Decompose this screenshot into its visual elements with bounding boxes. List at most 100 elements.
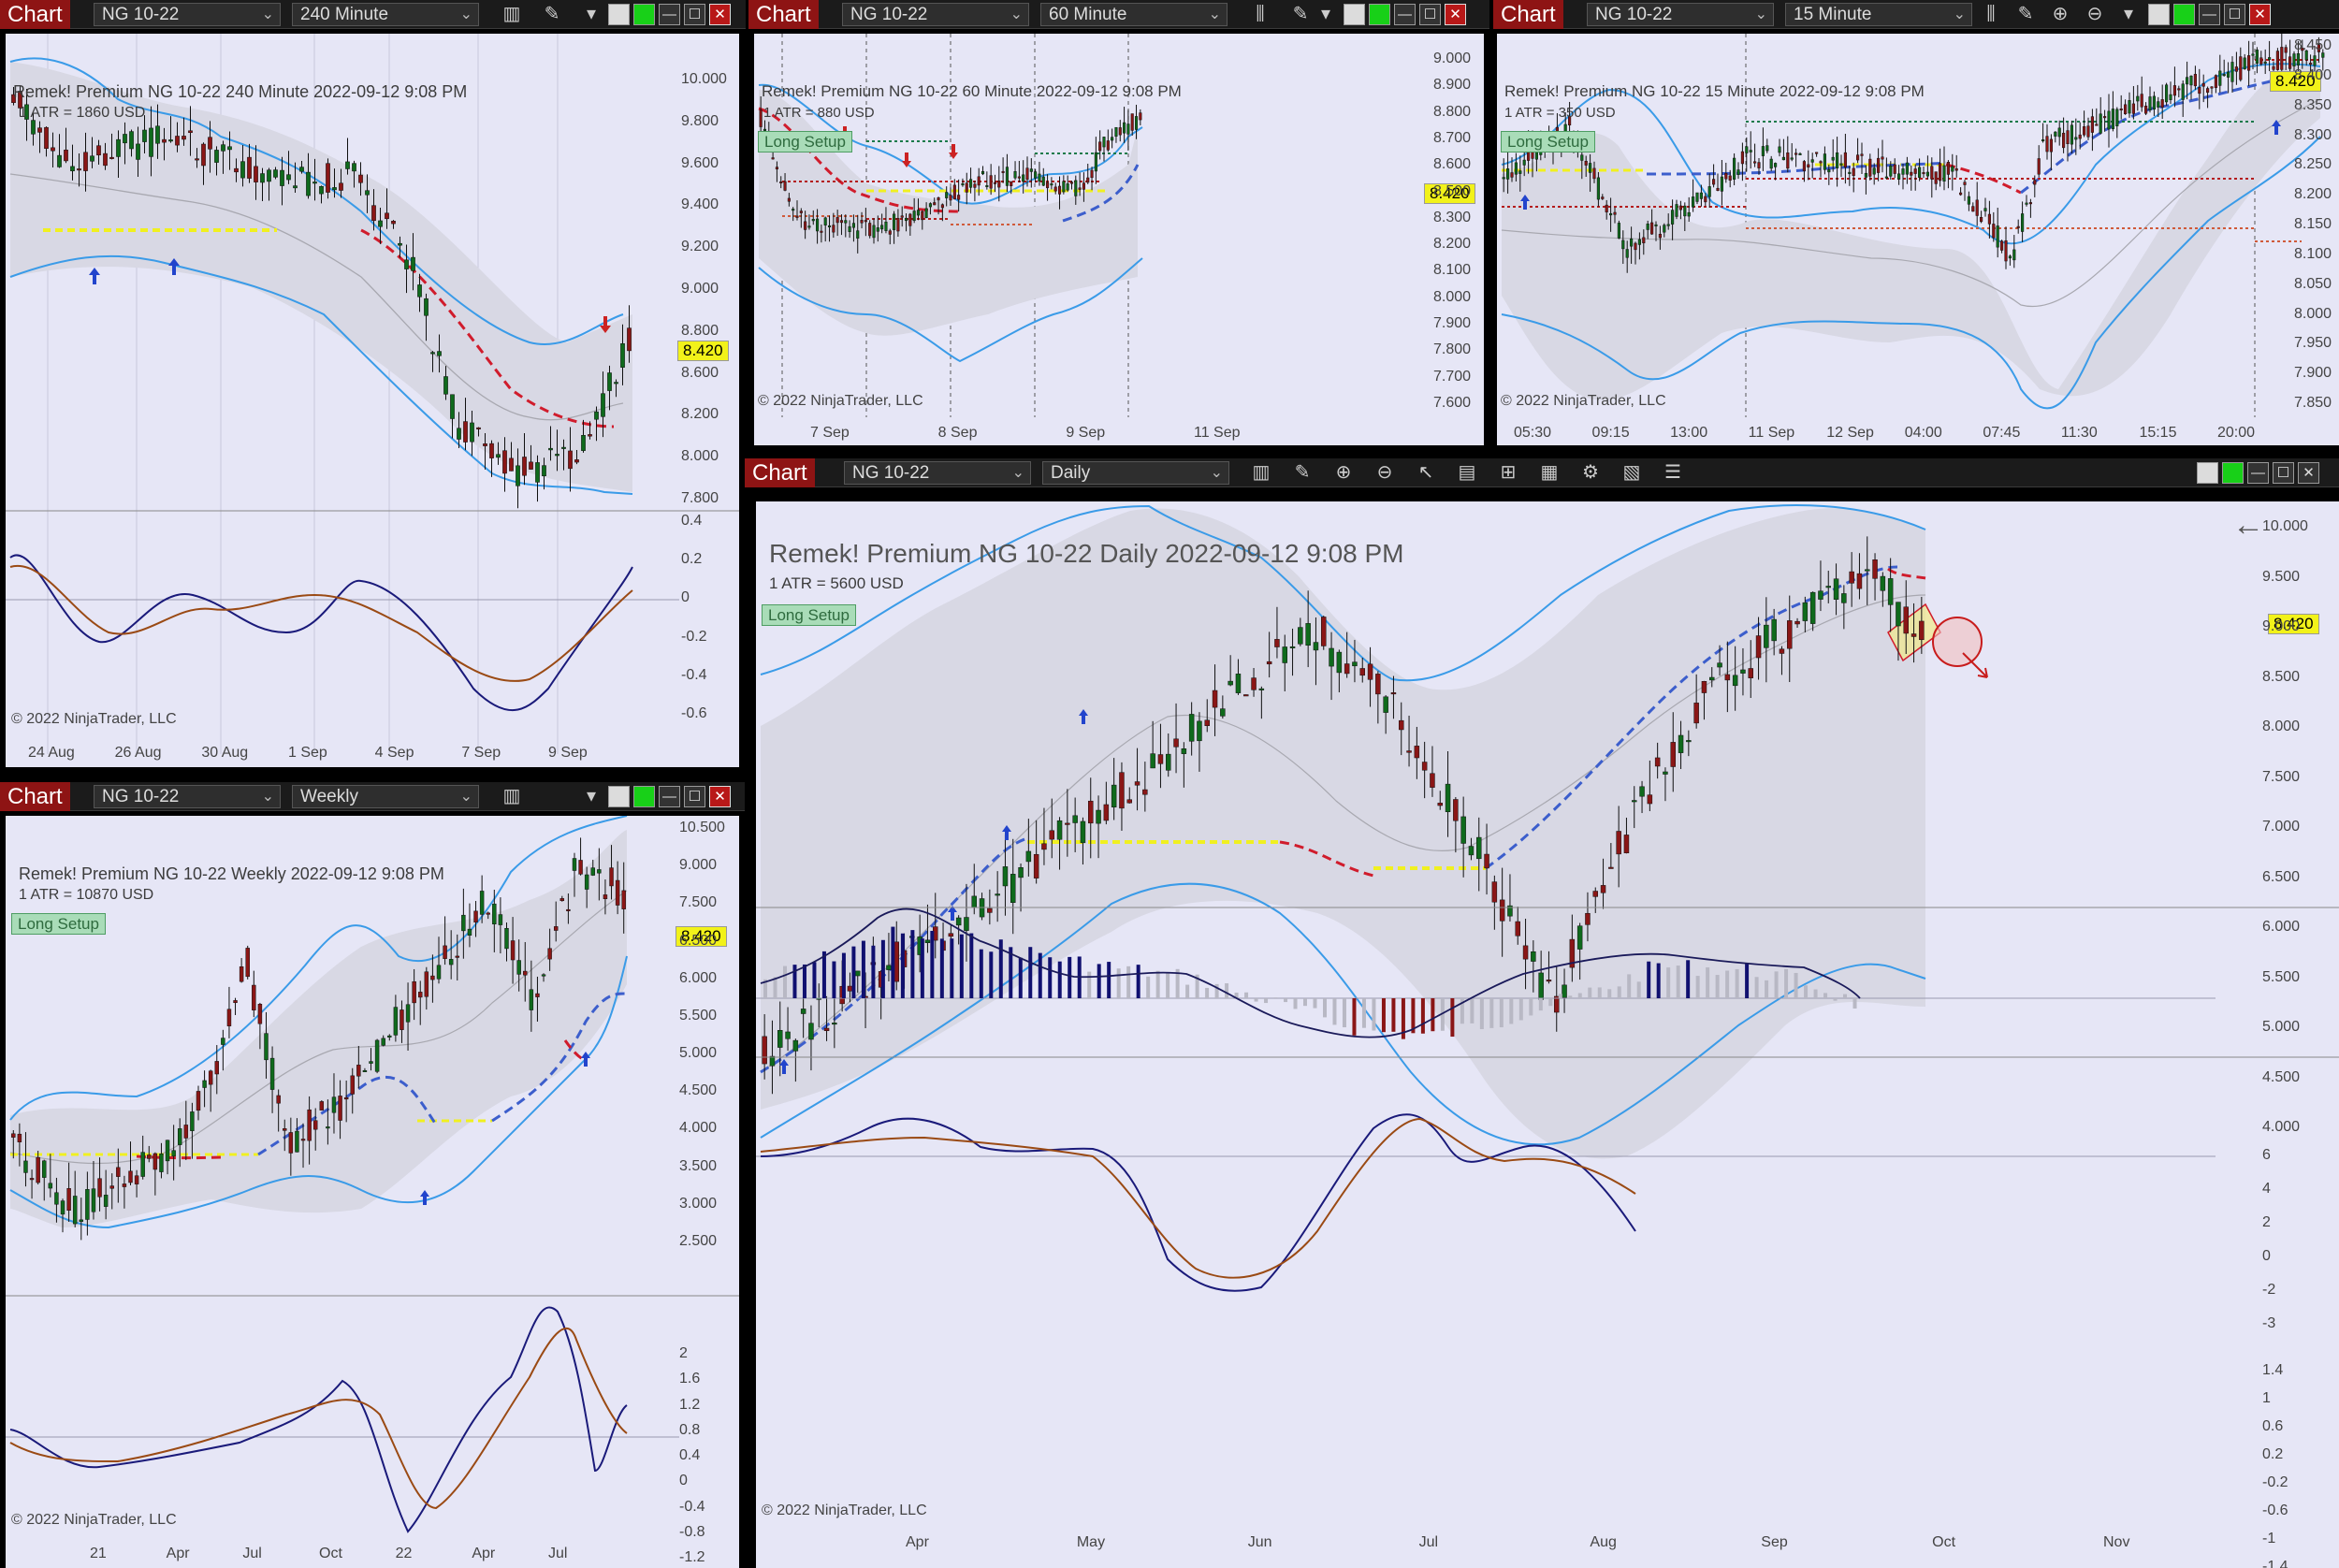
period-select[interactable]: Daily ⌄ — [1042, 461, 1229, 485]
candle — [2247, 55, 2251, 71]
link-color-button[interactable] — [1369, 4, 1390, 25]
candle — [319, 185, 324, 195]
zoom-out-icon[interactable]: ⊖ — [1376, 462, 1393, 483]
draw-tools-icon[interactable]: ✎ — [544, 4, 560, 24]
instrument-select[interactable]: NG 10-22 ⌄ — [1587, 3, 1774, 26]
candle — [463, 421, 468, 443]
maximize-button[interactable]: ☐ — [684, 786, 705, 807]
instrument-select[interactable]: NG 10-22 ⌄ — [94, 3, 281, 26]
candle — [1106, 140, 1110, 151]
chevron-down-icon[interactable]: ▾ — [2123, 4, 2134, 24]
chart-tab[interactable]: Chart — [1493, 0, 1563, 29]
close-button[interactable]: ✕ — [709, 4, 731, 25]
minimize-button[interactable]: — — [659, 786, 680, 807]
candle — [529, 989, 534, 1010]
close-button[interactable]: ✕ — [709, 786, 731, 807]
y-tick-label: 2 — [679, 1345, 688, 1361]
window-color-button[interactable] — [608, 786, 630, 807]
candle — [1975, 199, 1979, 216]
window-color-button[interactable] — [1344, 4, 1365, 25]
period-select[interactable]: 60 Minute ⌄ — [1040, 3, 1228, 26]
maximize-button[interactable]: ☐ — [684, 4, 705, 25]
maximize-button[interactable]: ☐ — [1419, 4, 1441, 25]
close-button[interactable]: ✕ — [2249, 4, 2271, 25]
bar-type-icon[interactable]: ▥ — [502, 4, 521, 24]
candle — [553, 926, 559, 931]
price-panel[interactable]: Remek! Premium NG 10-22 15 Minute 2022-0… — [1497, 34, 2339, 445]
candle — [418, 992, 423, 998]
properties-icon[interactable]: ⚙ — [1582, 462, 1599, 483]
bar-type-icon[interactable]: ⫼ — [1986, 4, 1996, 24]
zoom-in-icon[interactable]: ⊕ — [2052, 4, 2069, 24]
chart-tab[interactable]: Chart — [0, 782, 70, 811]
price-panel[interactable]: Remek! Premium NG 10-22 240 Minute 2022-… — [6, 34, 739, 767]
window-color-button[interactable] — [2197, 462, 2218, 484]
chevron-down-icon[interactable]: ▾ — [1320, 4, 1331, 24]
price-panel[interactable]: Remek! Premium NG 10-22 Weekly 2022-09-1… — [6, 816, 739, 1568]
histogram-bar — [959, 934, 964, 998]
chevron-down-icon[interactable]: ▾ — [586, 786, 597, 806]
draw-tools-icon[interactable]: ✎ — [1292, 4, 1309, 24]
candle — [965, 182, 968, 193]
link-color-button[interactable] — [2222, 462, 2244, 484]
chevron-down-icon[interactable]: ▾ — [586, 4, 597, 24]
candle — [775, 167, 778, 170]
bar-type-icon[interactable]: ▥ — [1252, 462, 1271, 483]
instrument-select[interactable]: NG 10-22 ⌄ — [842, 3, 1029, 26]
candle — [1701, 681, 1707, 693]
x-tick-label: Jul — [242, 1546, 262, 1561]
chart-tab[interactable]: Chart — [0, 0, 70, 29]
strategies-icon[interactable]: ▦ — [1540, 462, 1559, 483]
price-panel[interactable]: Remek! Premium NG 10-22 60 Minute 2022-0… — [754, 34, 1484, 445]
minimize-button[interactable]: — — [2247, 462, 2269, 484]
candle — [804, 221, 807, 230]
data-box-icon[interactable]: ▤ — [1458, 462, 1476, 483]
candle — [1243, 694, 1249, 697]
window-color-button[interactable] — [2148, 4, 2170, 25]
link-color-button[interactable] — [633, 786, 655, 807]
y-tick-label: 7.600 — [1433, 395, 1472, 411]
candle — [1507, 905, 1513, 917]
link-color-button[interactable] — [633, 4, 655, 25]
period-select[interactable]: 15 Minute ⌄ — [1785, 3, 1972, 26]
period-select[interactable]: 240 Minute ⌄ — [292, 3, 479, 26]
price-panel[interactable]: Remek! Premium NG 10-22 Daily 2022-09-12… — [756, 501, 2339, 1568]
candle — [2284, 47, 2288, 53]
minimize-button[interactable]: — — [2199, 4, 2220, 25]
draw-tools-icon[interactable]: ✎ — [1294, 462, 1311, 483]
draw-tools-icon[interactable]: ✎ — [2017, 4, 2034, 24]
bar-type-icon[interactable]: ⫼ — [1256, 4, 1265, 24]
minimize-button[interactable]: — — [659, 4, 680, 25]
candle — [1959, 192, 1963, 196]
instrument-select[interactable]: NG 10-22 ⌄ — [94, 785, 281, 808]
y-tick-label: 1.2 — [679, 1396, 701, 1413]
pointer-icon[interactable]: ↖ — [1417, 462, 1434, 483]
candle — [1150, 753, 1155, 769]
maximize-button[interactable]: ☐ — [2273, 462, 2294, 484]
zoom-in-icon[interactable]: ⊕ — [1335, 462, 1352, 483]
window-color-button[interactable] — [608, 4, 630, 25]
signal-oscillator — [9, 1327, 628, 1510]
maximize-button[interactable]: ☐ — [2224, 4, 2245, 25]
chart-tab[interactable]: Chart — [745, 458, 815, 487]
candle — [516, 960, 521, 975]
x-tick-label: Oct — [319, 1546, 342, 1561]
candle — [2070, 124, 2073, 145]
instrument-select[interactable]: NG 10-22 ⌄ — [844, 461, 1031, 485]
minimize-button[interactable]: — — [1394, 4, 1416, 25]
candle — [280, 169, 284, 186]
period-select[interactable]: Weekly ⌄ — [292, 785, 479, 808]
chart-tab[interactable]: Chart — [748, 0, 819, 29]
candle — [581, 435, 586, 451]
list-icon[interactable]: ☰ — [1664, 462, 1681, 483]
close-button[interactable]: ✕ — [1445, 4, 1466, 25]
zoom-out-icon[interactable]: ⊖ — [2086, 4, 2103, 24]
candle — [1683, 205, 1687, 217]
back-arrow-icon[interactable]: ← — [2232, 507, 2264, 543]
candle — [1274, 639, 1280, 647]
close-button[interactable]: ✕ — [2298, 462, 2319, 484]
indicators-icon[interactable]: ⊞ — [1500, 462, 1517, 483]
link-color-button[interactable] — [2173, 4, 2195, 25]
bar-type-icon[interactable]: ▥ — [502, 786, 521, 806]
templates-icon[interactable]: ▧ — [1622, 462, 1641, 483]
